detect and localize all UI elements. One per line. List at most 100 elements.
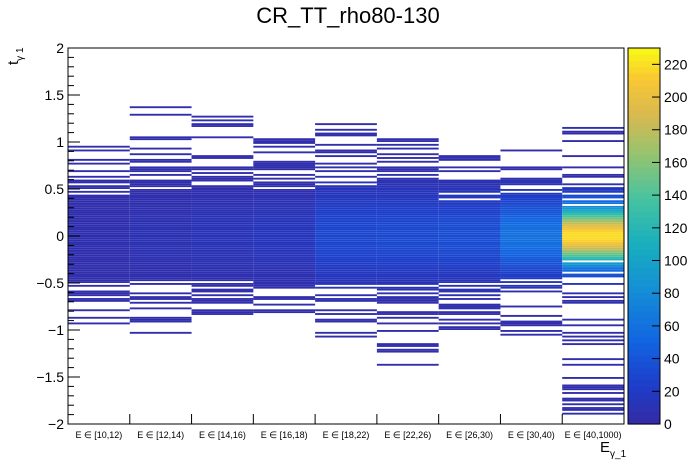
heatmap-cell [562, 301, 624, 304]
heatmap-cell [438, 213, 501, 216]
heatmap-cell [191, 269, 254, 272]
heatmap-cell [191, 279, 254, 282]
colorbar-swatch [628, 273, 660, 281]
heatmap-cell [500, 202, 563, 205]
heatmap-cell [500, 222, 563, 225]
heatmap-cell [315, 230, 377, 233]
heatmap-cell [376, 181, 439, 184]
heatmap-cell [253, 266, 316, 268]
heatmap-cell [191, 202, 254, 205]
heatmap-cell [315, 220, 377, 223]
heatmap-cell [315, 207, 377, 210]
heatmap-cell [438, 157, 501, 159]
heatmap-cell [562, 209, 624, 212]
heatmap-cell [376, 187, 439, 189]
heatmap-cell [191, 258, 254, 261]
heatmap-cell [253, 164, 316, 167]
heatmap-cell [315, 286, 377, 289]
heatmap-cell [376, 313, 439, 315]
heatmap-cell [500, 192, 563, 195]
heatmap-cell [438, 222, 501, 225]
heatmap-cell [129, 230, 192, 233]
colorbar-swatch [628, 348, 660, 356]
heatmap-cell [315, 313, 377, 315]
heatmap-cell [315, 273, 377, 276]
heatmap-cell [315, 166, 377, 169]
heatmap-cell [438, 194, 501, 197]
heatmap-cell [438, 288, 501, 291]
heatmap-cell [129, 226, 192, 229]
heatmap-cell [253, 256, 316, 259]
heatmap-cell [129, 298, 192, 300]
heatmap-cell [376, 283, 439, 285]
heatmap-cell [376, 281, 439, 283]
heatmap-cell [562, 222, 624, 225]
heatmap-cell [500, 286, 563, 289]
heatmap-cell [500, 290, 563, 293]
heatmap-cell [315, 123, 377, 126]
x-category-label: E ∈ [22,26) [384, 430, 431, 440]
heatmap-cell [438, 311, 501, 314]
heatmap-cell [191, 245, 254, 248]
heatmap-cell [253, 219, 316, 221]
heatmap-cell [253, 190, 316, 193]
heatmap-cell [129, 106, 192, 109]
heatmap-cell [68, 266, 130, 268]
heatmap-cell [562, 296, 624, 299]
heatmap-cell [129, 266, 192, 268]
heatmap-cell [500, 277, 563, 280]
heatmap-cell [376, 292, 439, 295]
colorbar-gradient [628, 48, 660, 425]
heatmap-cell [129, 211, 192, 214]
heatmap-cell [315, 245, 377, 248]
heatmap-cell [438, 251, 501, 253]
heatmap-cell [438, 245, 501, 248]
heatmap-cell [191, 249, 254, 252]
heatmap-cell [315, 281, 377, 283]
heatmap-cell [376, 160, 439, 163]
heatmap-cell [191, 313, 254, 315]
heatmap-cell [376, 279, 439, 282]
heatmap-cell [191, 262, 254, 265]
y-axis: −2 −1.5 −1 −0.5 0 0.5 1 1.5 2 [36, 40, 80, 432]
heatmap-cell [500, 194, 563, 197]
heatmap-cell [376, 217, 439, 220]
heatmap-cell [68, 299, 130, 302]
heatmap-cell [253, 309, 316, 312]
heatmap-cell [438, 303, 501, 306]
heatmap-cell [315, 143, 377, 146]
heatmap-cell [253, 281, 316, 283]
heatmap-cell [315, 194, 377, 197]
heatmap-cell [68, 245, 130, 248]
heatmap-cell [315, 256, 377, 259]
heatmap-cell [191, 273, 254, 276]
heatmap-cell [129, 301, 192, 304]
colorbar-swatch [628, 210, 660, 218]
heatmap-cell [438, 185, 501, 188]
heatmap-cell [68, 200, 130, 203]
heatmap-cell [315, 267, 377, 270]
heatmap-cell [376, 343, 439, 346]
heatmap-cell [68, 260, 130, 263]
heatmap-cell [500, 200, 563, 203]
heatmap-cell [562, 220, 624, 223]
heatmap-cell [253, 234, 316, 236]
heatmap-cell [315, 215, 377, 218]
heatmap-cell [253, 173, 316, 176]
heatmap-cell [129, 320, 192, 323]
heatmap-cell [438, 183, 501, 186]
heatmap-cell [562, 266, 624, 268]
x-category-label: E ∈ [18,22) [323, 430, 370, 440]
heatmap-cell [562, 194, 624, 197]
heatmap-cell [562, 187, 624, 189]
heatmap-cell [438, 279, 501, 282]
heatmap-cell [376, 322, 439, 325]
heatmap-cell [376, 245, 439, 248]
heatmap-cell [129, 192, 192, 195]
heatmap-cell [438, 170, 501, 173]
heatmap-cell [376, 215, 439, 218]
colorbar-swatch [628, 135, 660, 143]
heatmap-cell [129, 224, 192, 227]
heatmap-cell [315, 205, 377, 208]
heatmap-cell [315, 236, 377, 238]
